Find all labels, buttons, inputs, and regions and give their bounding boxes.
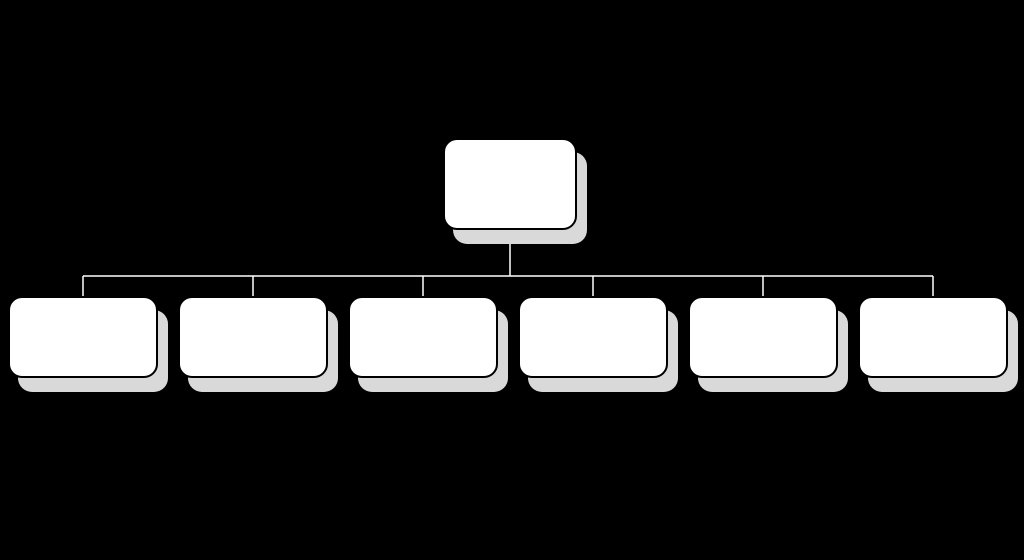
- child-node-5: [688, 296, 838, 378]
- child-node-1: [8, 296, 158, 378]
- org-chart-canvas: [0, 0, 1024, 560]
- child-node-3: [348, 296, 498, 378]
- child-node-4: [518, 296, 668, 378]
- root-node: [443, 138, 577, 230]
- child-node-2: [178, 296, 328, 378]
- child-node-6: [858, 296, 1008, 378]
- connector-lines: [0, 0, 1024, 560]
